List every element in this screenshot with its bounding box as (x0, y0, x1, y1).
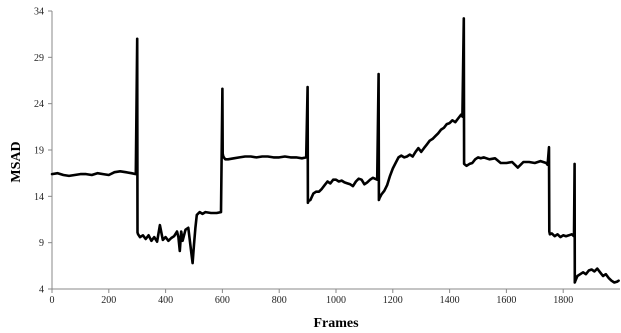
y-axis-title: MSAD (9, 141, 24, 182)
x-tick-label: 400 (158, 295, 173, 306)
x-axis-title: Frames (313, 316, 359, 331)
x-tick-label: 1600 (496, 295, 516, 306)
series-line (50, 17, 620, 284)
y-tick-label: 34 (34, 7, 44, 18)
y-tick-label: 29 (34, 53, 44, 64)
x-tick-label: 600 (215, 295, 230, 306)
y-tick-label: 24 (34, 99, 44, 110)
chart-ticks: 4 9 14 19 24 29 34 0 200 400 600 800 1000 1200 1400 160… (34, 7, 573, 307)
x-tick-label: 800 (272, 295, 287, 306)
x-tick-label: 1200 (383, 295, 403, 306)
y-tick-label: 9 (39, 238, 44, 249)
y-tick-label: 4 (39, 285, 44, 296)
chart-series (50, 17, 620, 284)
y-tick-label: 19 (34, 146, 44, 157)
x-tick-label: 200 (101, 295, 116, 306)
x-tick-label: 1800 (553, 295, 573, 306)
x-tick-label: 1400 (440, 295, 460, 306)
x-tick-label: 0 (50, 295, 55, 306)
x-tick-label: 1000 (326, 295, 346, 306)
y-tick-label: 14 (34, 192, 44, 203)
